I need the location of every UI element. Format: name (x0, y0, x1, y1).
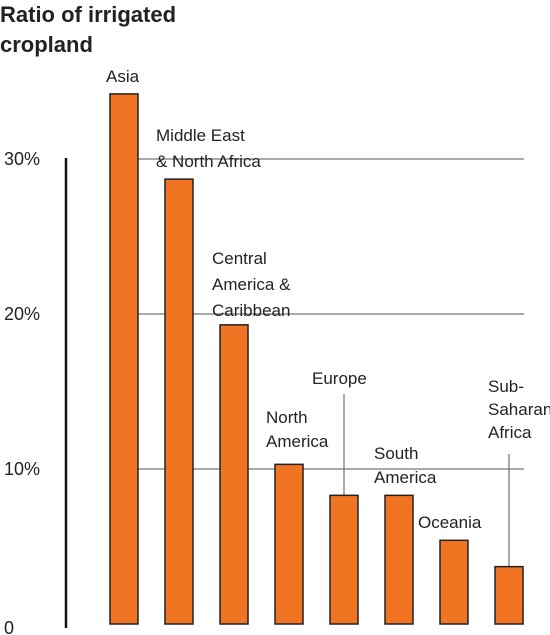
category-label-line: Europe (312, 369, 367, 388)
category-label: Middle East & North Africa (156, 126, 261, 171)
chart-title: Ratio of irrigated cropland (0, 2, 182, 57)
category-label: Asia (106, 67, 140, 86)
y-tick-label: 10% (4, 459, 40, 479)
bar (109, 93, 139, 625)
category-label-line: Asia (106, 67, 140, 86)
bar (329, 494, 359, 625)
bar (494, 565, 524, 625)
leader-lines (343, 394, 510, 568)
category-labels: Asia Middle East & North Africa Central Amer… (106, 67, 550, 532)
category-label: Sub- Saharan Africa (488, 377, 550, 442)
category-label-line: America (374, 468, 437, 487)
chart-title-line: Ratio of irrigated (0, 2, 176, 27)
bar (274, 463, 304, 625)
category-label-line: & North Africa (156, 152, 261, 171)
category-label: Oceania (418, 513, 482, 532)
bar (164, 178, 194, 625)
y-tick-labels: 0 10% 20% 30% (4, 149, 40, 635)
category-label-line: America & (212, 275, 291, 294)
category-label-line: Saharan (488, 400, 550, 419)
category-label-line: Oceania (418, 513, 482, 532)
bar (219, 324, 249, 625)
category-label-line: Sub- (488, 377, 524, 396)
category-label-line: America (266, 432, 329, 451)
category-label: South America (374, 444, 437, 487)
chart-title-line: cropland (0, 32, 93, 57)
y-tick-label: 30% (4, 149, 40, 169)
category-label: Central America & Caribbean (212, 249, 291, 320)
category-label-line: Africa (488, 423, 532, 442)
bar (384, 494, 414, 625)
y-tick-label: 20% (4, 304, 40, 324)
category-label: North America (266, 408, 329, 451)
category-label-line: North (266, 408, 308, 427)
bars (109, 93, 524, 625)
gridlines (138, 158, 524, 470)
category-label-line: Caribbean (212, 301, 290, 320)
category-label: Europe (312, 369, 367, 388)
y-tick-label: 0 (4, 618, 14, 635)
category-label-line: Central (212, 249, 267, 268)
category-label-line: Middle East (156, 126, 245, 145)
bar (439, 539, 469, 625)
category-label-line: South (374, 444, 418, 463)
